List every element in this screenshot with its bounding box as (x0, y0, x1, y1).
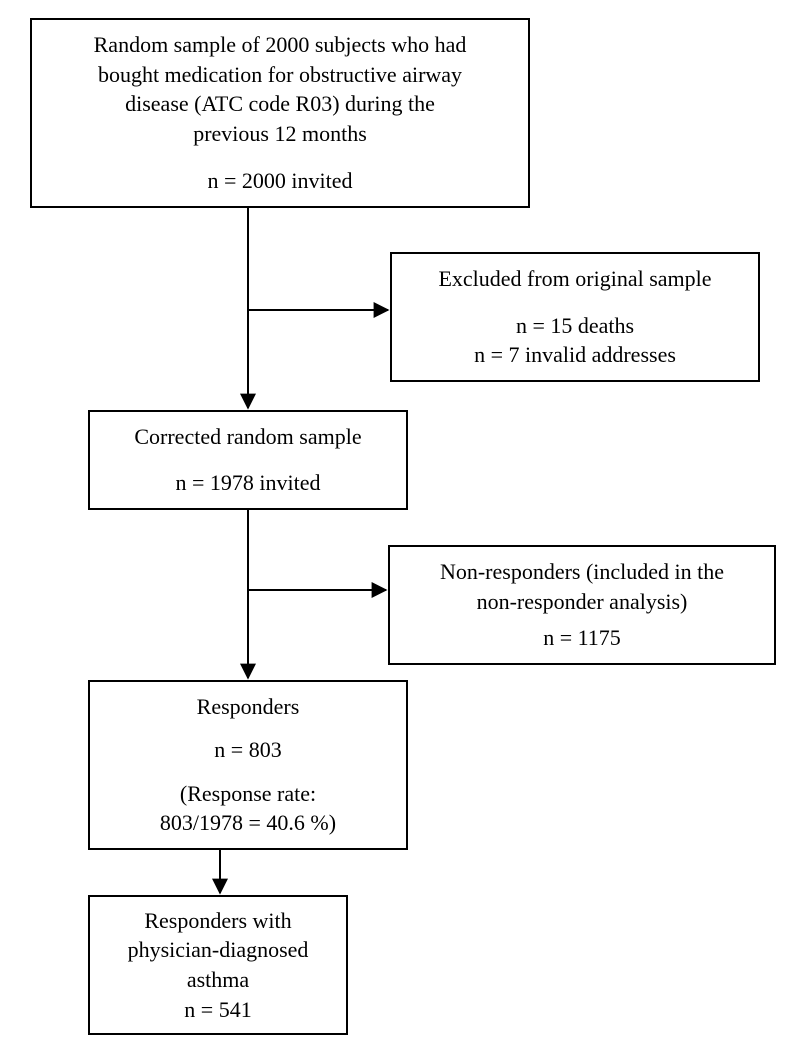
text-line: asthma (187, 965, 249, 995)
text-line: non-responder analysis) (477, 587, 688, 617)
n-line: n = 7 invalid addresses (474, 340, 676, 370)
text-line: Random sample of 2000 subjects who had (94, 30, 467, 60)
text-line: Excluded from original sample (438, 264, 711, 294)
node-responders: Responders n = 803 (Response rate: 803/1… (88, 680, 408, 850)
n-line: n = 15 deaths (516, 311, 634, 341)
n-line: n = 1978 invited (175, 468, 320, 498)
node-corrected-sample: Corrected random sample n = 1978 invited (88, 410, 408, 510)
n-line: n = 2000 invited (207, 166, 352, 196)
text-line: (Response rate: (180, 779, 316, 809)
text-line: Corrected random sample (134, 422, 361, 452)
text-line: Non-responders (included in the (440, 557, 724, 587)
text-line: 803/1978 = 40.6 %) (160, 808, 336, 838)
text-line: previous 12 months (193, 119, 367, 149)
text-line: Responders (197, 692, 300, 722)
text-line: disease (ATC code R03) during the (125, 89, 435, 119)
n-line: n = 803 (214, 735, 281, 765)
node-random-sample: Random sample of 2000 subjects who had b… (30, 18, 530, 208)
n-line: n = 1175 (543, 623, 621, 653)
node-asthma-responders: Responders with physician-diagnosed asth… (88, 895, 348, 1035)
n-line: n = 541 (184, 995, 251, 1025)
text-line: Responders with (144, 906, 291, 936)
text-line: bought medication for obstructive airway (98, 60, 462, 90)
node-non-responders: Non-responders (included in the non-resp… (388, 545, 776, 665)
text-line: physician-diagnosed (128, 935, 309, 965)
node-excluded: Excluded from original sample n = 15 dea… (390, 252, 760, 382)
flowchart-canvas: Random sample of 2000 subjects who had b… (0, 0, 800, 1051)
